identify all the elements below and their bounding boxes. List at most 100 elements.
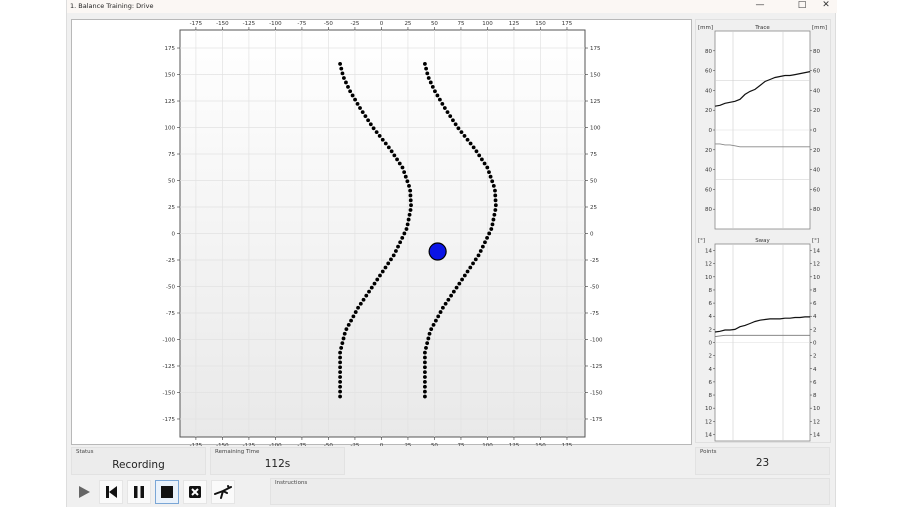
- right-boundary-dot: [451, 289, 456, 294]
- left-boundary-dot: [367, 289, 371, 294]
- right-boundary-dot: [433, 318, 438, 323]
- close-icon[interactable]: ✕: [822, 0, 830, 10]
- left-boundary-dot: [340, 71, 345, 76]
- tick-label-x: 125: [509, 443, 520, 446]
- right-boundary-dot: [438, 310, 443, 314]
- left-boundary-dot: [356, 305, 360, 310]
- left-boundary-dot: [371, 126, 376, 131]
- right-boundary-dot: [474, 149, 479, 154]
- sway-chart-series-line: [714, 334, 810, 338]
- left-boundary-dot: [338, 380, 342, 384]
- right-boundary-dot: [425, 71, 430, 76]
- status-value: Recording: [112, 459, 165, 471]
- left-boundary-dot: [339, 66, 344, 71]
- left-boundary-dot: [392, 153, 397, 158]
- minimize-icon[interactable]: —: [755, 0, 765, 10]
- right-boundary-dot: [440, 305, 445, 310]
- left-boundary-dot: [346, 84, 350, 89]
- tick-label-x: -100: [269, 21, 282, 27]
- sway-chart-title: Sway: [755, 238, 770, 244]
- stop-button[interactable]: [155, 480, 179, 504]
- right-boundary-dot: [423, 365, 427, 370]
- left-boundary-dot: [386, 145, 391, 150]
- sway-chart-tick-label: 2: [813, 354, 817, 360]
- right-boundary-dot: [462, 273, 467, 278]
- tick-label-y: 25: [168, 205, 175, 211]
- trace-chart-unit-right: [mm]: [812, 25, 827, 31]
- tick-label-x: -175: [190, 443, 203, 446]
- tick-label-x: 25: [404, 21, 411, 27]
- right-boundary-dot: [462, 134, 467, 138]
- status-label: Status: [76, 449, 94, 455]
- right-boundary-dot: [451, 118, 455, 123]
- sway-chart-tick-label: 12: [705, 262, 712, 268]
- left-boundary-dot: [368, 122, 373, 127]
- tick-label-x: 175: [562, 21, 573, 27]
- instructions-label: Instructions: [275, 480, 308, 486]
- sway-chart-tick-label: 8: [709, 288, 713, 294]
- right-boundary-dot: [492, 212, 497, 217]
- left-boundary-dot: [340, 341, 345, 346]
- right-boundary-dot: [480, 244, 485, 249]
- trace-chart-tick-label: 80: [813, 49, 820, 55]
- stop-icon: [161, 486, 173, 498]
- left-boundary-dot: [377, 134, 382, 138]
- sway-chart-tick-label: 14: [705, 249, 712, 255]
- sway-chart-series-line: [714, 316, 810, 333]
- left-boundary-dot: [369, 285, 374, 290]
- left-boundary-dot: [338, 360, 342, 365]
- tick-label-y: -150: [590, 390, 603, 396]
- sway-chart-tick-label: 4: [813, 367, 817, 373]
- tick-label-x: -75: [297, 443, 306, 446]
- maximize-icon[interactable]: □: [797, 0, 807, 10]
- left-boundary-dot: [405, 179, 410, 184]
- trace-chart-tick-label: 60: [705, 69, 712, 75]
- left-boundary-dot: [372, 281, 377, 286]
- left-boundary-dot: [402, 231, 407, 236]
- left-boundary-dot: [389, 149, 394, 154]
- sway-chart-tick-label: 8: [813, 288, 817, 294]
- tick-label-y: 50: [590, 179, 597, 185]
- tick-label-y: 25: [590, 205, 597, 211]
- tick-label-y: -100: [163, 337, 176, 343]
- left-boundary-dot: [400, 235, 405, 240]
- tick-label-x: 100: [482, 21, 493, 27]
- fullscreen-button[interactable]: [183, 480, 207, 504]
- tick-label-x: -150: [216, 21, 229, 27]
- right-boundary-dot: [489, 227, 494, 231]
- left-boundary-dot: [408, 208, 413, 212]
- pause-button[interactable]: [127, 480, 151, 504]
- tick-label-x: -125: [243, 443, 256, 446]
- right-boundary-dot: [423, 62, 427, 66]
- tick-label-y: 125: [590, 99, 601, 105]
- remaining-time-value: 112s: [264, 458, 291, 470]
- left-boundary-dot: [408, 188, 413, 193]
- left-boundary-dot: [338, 375, 342, 379]
- right-boundary-dot: [460, 277, 464, 282]
- trace-chart-tick-label: 40: [705, 88, 712, 94]
- skip-back-button[interactable]: [99, 480, 123, 504]
- left-boundary-dot: [397, 161, 402, 166]
- right-boundary-dot: [431, 323, 436, 327]
- right-boundary-dot: [465, 269, 470, 274]
- left-boundary-dot: [407, 184, 411, 188]
- play-button[interactable]: [72, 480, 96, 504]
- left-boundary-dot: [353, 310, 358, 314]
- left-boundary-dot: [378, 273, 382, 278]
- balance-button[interactable]: [211, 480, 235, 504]
- tick-label-y: 100: [590, 126, 601, 132]
- right-boundary-dot: [477, 153, 482, 158]
- sway-chart-tick-label: 6: [709, 380, 713, 386]
- tick-label-x: 75: [457, 21, 464, 27]
- left-boundary-dot: [407, 212, 412, 217]
- tick-label-y: 175: [165, 46, 176, 52]
- sway-chart-tick-label: 10: [705, 275, 712, 281]
- tick-label-x: -50: [324, 21, 333, 27]
- right-boundary-dot: [454, 285, 459, 290]
- points-value: 23: [755, 457, 770, 469]
- sway-chart-tick-label: 6: [813, 380, 817, 386]
- right-boundary-dot: [446, 297, 451, 302]
- tick-label-y: -150: [163, 390, 176, 396]
- right-boundary-dot: [493, 193, 498, 198]
